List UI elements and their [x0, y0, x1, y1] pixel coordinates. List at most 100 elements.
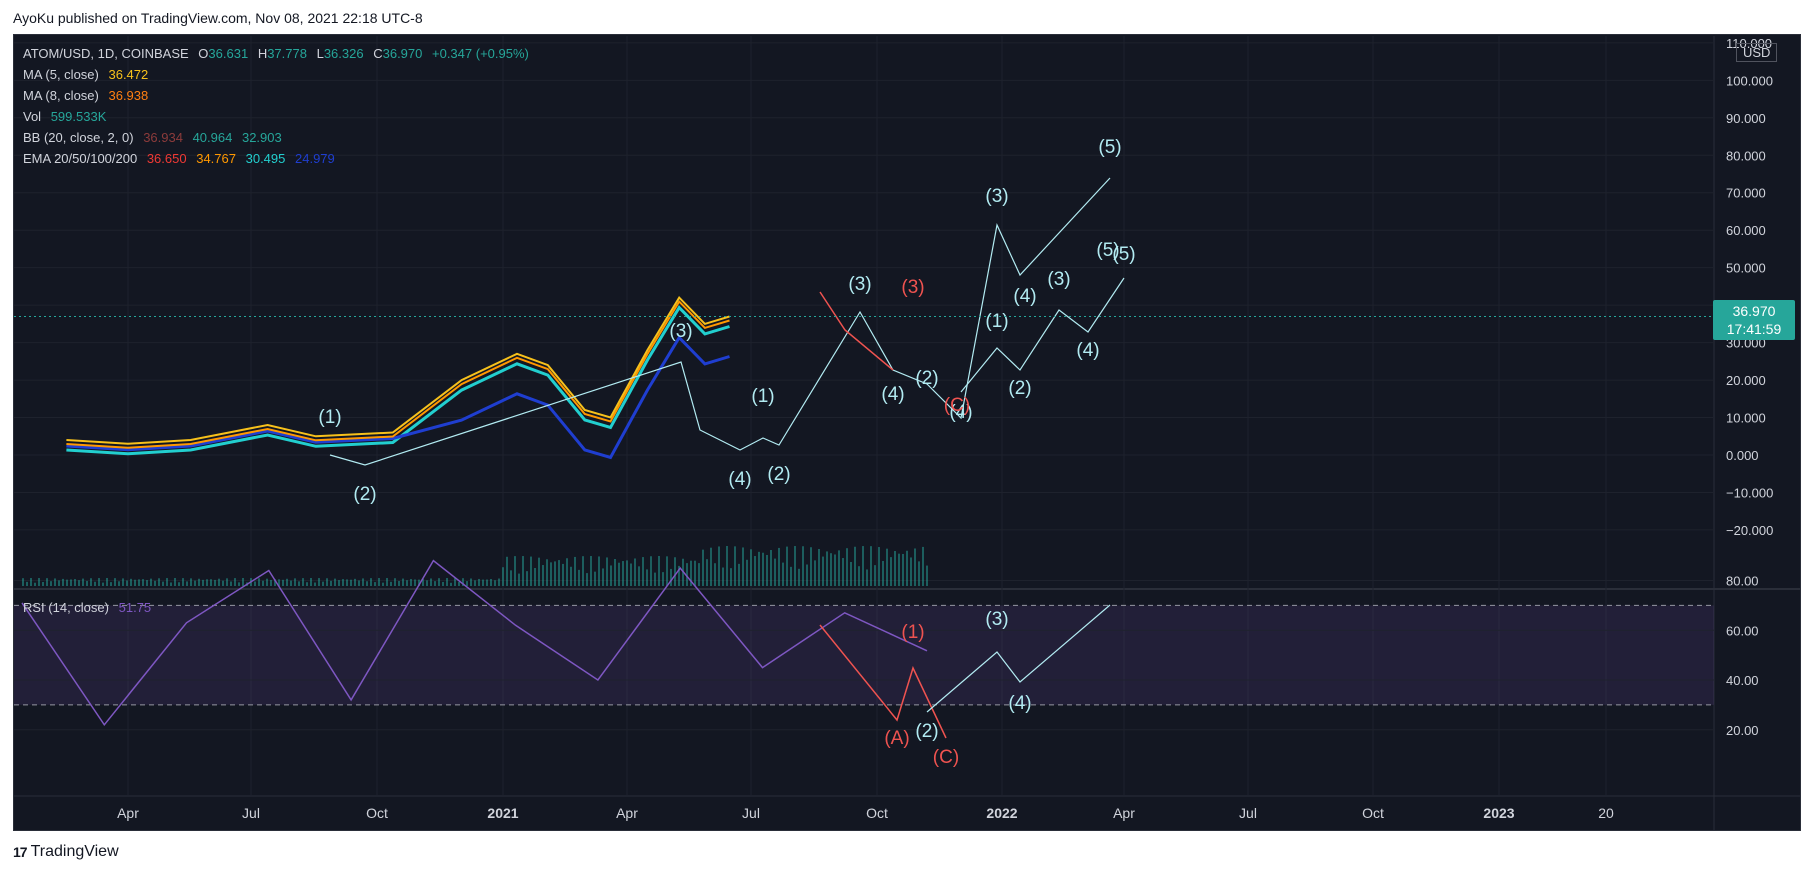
volume-bar: [358, 580, 360, 586]
ma8-legend[interactable]: MA (8, close) 36.938: [23, 88, 154, 103]
volume-bar: [218, 578, 220, 586]
volume-bar: [154, 580, 156, 586]
rsi-legend[interactable]: RSI (14, close) 51.75: [23, 600, 157, 615]
ema100-line: [66, 305, 730, 456]
volume-bar: [374, 582, 376, 586]
volume-bar: [910, 557, 912, 586]
wave-label: (2): [767, 464, 790, 485]
ma5-legend[interactable]: MA (5, close) 36.472: [23, 67, 154, 82]
volume-bar: [338, 580, 340, 586]
volume-bar: [546, 559, 548, 586]
volume-bar: [742, 547, 744, 586]
volume-bar: [242, 578, 244, 586]
chart-frame[interactable]: [13, 34, 1801, 831]
volume-bar: [474, 580, 476, 586]
ema-legend[interactable]: EMA 20/50/100/200 36.650 34.767 30.495 2…: [23, 151, 341, 166]
volume-bar: [854, 546, 856, 586]
volume-bar: [870, 546, 872, 586]
volume-bar: [834, 554, 836, 586]
volume-bar: [522, 556, 524, 586]
volume-bar: [366, 581, 368, 586]
volume-bar: [390, 581, 392, 586]
volume-bar: [430, 578, 432, 586]
volume-bar: [786, 546, 788, 586]
volume-bar: [722, 567, 724, 586]
ema100-value: 30.495: [245, 151, 286, 166]
volume-bar: [790, 566, 792, 586]
vol-legend[interactable]: Vol 599.533K: [23, 109, 112, 124]
currency-label[interactable]: USD: [1736, 43, 1778, 62]
volume-bar: [322, 581, 324, 586]
volume-bar: [178, 582, 180, 586]
wave-label: (2): [915, 721, 938, 742]
time-tick-label: 2023: [1483, 805, 1514, 821]
volume-bar: [270, 579, 272, 586]
volume-bar: [558, 560, 560, 586]
volume-bar: [678, 565, 680, 586]
ohlc-high: H37.778: [257, 46, 307, 61]
volume-bar: [622, 561, 624, 586]
rsi-label: RSI (14, close): [23, 600, 109, 615]
volume-bar: [362, 578, 364, 586]
time-tick-label: Jul: [742, 805, 760, 821]
volume-bar: [258, 578, 260, 586]
ema50-value: 34.767: [196, 151, 236, 166]
wave-label: (3): [985, 186, 1008, 207]
volume-bar: [370, 578, 372, 586]
symbol-label: ATOM/USD, 1D, COINBASE: [23, 46, 189, 61]
volume-bar: [866, 569, 868, 586]
volume-bar: [590, 556, 592, 586]
price-tick-label: 90.000: [1726, 111, 1766, 126]
volume-bar: [806, 564, 808, 586]
volume-bar: [446, 578, 448, 586]
volume-bar: [766, 554, 768, 586]
volume-bar: [598, 556, 600, 586]
price-tick-label: 0.000: [1726, 448, 1759, 463]
volume-bar: [498, 578, 500, 586]
volume-bar: [158, 578, 160, 586]
volume-bar: [230, 581, 232, 586]
bb-legend[interactable]: BB (20, close, 2, 0) 36.934 40.964 32.90…: [23, 130, 288, 145]
time-tick-label: 20: [1598, 805, 1614, 821]
volume-bar: [534, 567, 536, 586]
rsi-tick-label: 60.00: [1726, 623, 1759, 638]
volume-bar: [926, 565, 928, 586]
time-tick-label: Jul: [1239, 805, 1257, 821]
volume-bar: [770, 550, 772, 586]
volume-bar: [502, 567, 504, 586]
volume-bar: [654, 572, 656, 586]
price-tick-label: 100.000: [1726, 73, 1773, 88]
volume-bar: [754, 556, 756, 586]
rsi-tick-label: 40.00: [1726, 673, 1759, 688]
volume-bar: [746, 559, 748, 586]
volume-bar: [138, 579, 140, 586]
tradingview-logo-icon: 17: [13, 844, 28, 860]
volume-bar: [610, 565, 612, 586]
volume-bar: [142, 579, 144, 586]
wave-label: (3): [901, 277, 924, 298]
ma8-label: MA (8, close): [23, 88, 99, 103]
volume-bar: [378, 578, 380, 586]
wave-label: (C): [944, 395, 970, 416]
time-tick-label: Apr: [117, 805, 139, 821]
symbol-legend[interactable]: ATOM/USD, 1D, COINBASE O36.631 H37.778 L…: [23, 46, 535, 61]
volume-bar: [482, 579, 484, 586]
volume-bar: [22, 578, 24, 586]
footer-brand[interactable]: 17 TradingView: [13, 843, 119, 861]
time-tick-label: Oct: [366, 805, 388, 821]
volume-bar: [526, 571, 528, 586]
volume-bar: [890, 557, 892, 586]
volume-bar: [210, 579, 212, 586]
wave-label: (1): [901, 622, 924, 643]
price-tick-label: 50.000: [1726, 261, 1766, 276]
volume-bar: [222, 580, 224, 586]
volume-bar: [206, 579, 208, 586]
volume-bar: [774, 558, 776, 586]
volume-bar: [110, 582, 112, 586]
ema200-value: 24.979: [295, 151, 335, 166]
volume-bar: [882, 560, 884, 586]
volume-bar: [426, 580, 428, 586]
volume-bar: [414, 579, 416, 586]
wave-label: (5): [1096, 240, 1119, 261]
